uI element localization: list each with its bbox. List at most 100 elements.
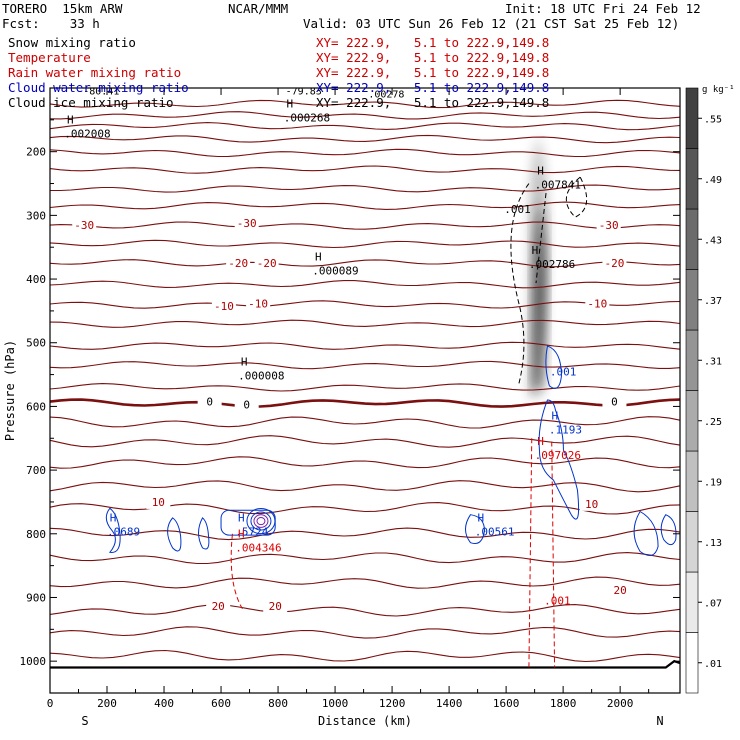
extremum-marker: H xyxy=(241,355,248,368)
isotherm-line xyxy=(49,626,681,639)
extremum-marker: H xyxy=(238,511,245,524)
isotherm-line xyxy=(49,148,681,158)
colorbar-tick-label: .37 xyxy=(704,296,722,307)
temperature-label: 10 xyxy=(585,498,598,511)
colorbar-segment xyxy=(685,511,699,573)
x-end-label-north: N xyxy=(656,714,663,728)
cloud-water-contour xyxy=(198,517,210,550)
isotherm-line xyxy=(49,416,681,429)
temperature-label: -20 xyxy=(257,257,277,270)
cloud-water-contour xyxy=(105,507,121,553)
isotherm-line xyxy=(49,576,681,589)
x-tick-label: 1000 xyxy=(322,697,349,710)
y-tick-label: 200 xyxy=(26,146,46,159)
temperature-label-bg xyxy=(197,395,222,409)
snow-contour xyxy=(565,176,588,218)
isotherm-line xyxy=(49,527,681,541)
extremum-value: .5724 xyxy=(235,525,268,538)
field-snow-label: Snow mixing ratio xyxy=(8,35,136,50)
top-partial-label: .00278 xyxy=(368,90,404,101)
field-temperature-label: Temperature xyxy=(8,50,91,65)
isotherm-line xyxy=(49,456,681,469)
y-tick-label: 500 xyxy=(26,337,46,350)
temperature-label-bg xyxy=(226,257,251,271)
plot-area: -30 -30 -30 -20 -20 -20 -10 -10 -10 0 0 0 10 10 20 20 20… xyxy=(3,86,681,728)
x-tick-label: 2000 xyxy=(607,697,634,710)
y-tick-label: 1000 xyxy=(20,655,47,668)
contour-label: .001 xyxy=(550,365,577,378)
colorbar-tick-label: .31 xyxy=(704,356,722,367)
snow-contour xyxy=(535,193,547,284)
isotherm-line xyxy=(49,221,681,230)
field-cloud-ice-label: Cloud ice mixing ratio xyxy=(8,95,174,110)
temperature-label: -20 xyxy=(228,257,248,270)
x-axis-title: Distance (km) xyxy=(318,714,412,728)
temperature-label: -30 xyxy=(74,219,94,232)
cloud-water-contour xyxy=(660,514,677,546)
temperature-label-bg xyxy=(146,495,171,509)
temperature-label-bg xyxy=(596,218,621,232)
init-time: Init: 18 UTC Fri 24 Feb 12 xyxy=(505,1,701,16)
colorbar-segment xyxy=(685,269,699,331)
extremum-value: .002008 xyxy=(64,127,110,140)
temperature-label-bg xyxy=(602,257,627,271)
temperature-label: -10 xyxy=(214,300,234,313)
forecast-hour: Fcst: 33 h xyxy=(2,16,100,31)
extremum-marker: H xyxy=(537,164,544,177)
isotherm-line xyxy=(49,201,681,210)
top-partial-label: -79.83 xyxy=(286,86,322,97)
colorbar-tick-label: .55 xyxy=(704,114,722,125)
rain-contour xyxy=(551,441,556,668)
extremum-value: .004346 xyxy=(235,541,281,554)
isotherm-line xyxy=(49,319,681,328)
temperature-label-bg xyxy=(263,599,288,613)
extremum-marker: H xyxy=(477,511,484,524)
surface-line xyxy=(50,659,681,669)
temperature-label: 20 xyxy=(614,584,627,597)
extremum-marker: H xyxy=(552,410,559,423)
isotherm-line xyxy=(49,360,681,370)
isotherm-line xyxy=(49,383,681,392)
isotherm-line xyxy=(49,649,681,663)
temperature-label-bg xyxy=(246,297,271,311)
temperature-label: 20 xyxy=(212,600,225,613)
field-snow-xy: XY= 222.9, 5.1 to 222.9,149.8 xyxy=(316,35,550,50)
colorbar-tick-label: .49 xyxy=(704,175,722,186)
x-tick-label: 1200 xyxy=(379,697,406,710)
isotherm-line xyxy=(50,184,681,193)
colorbar-segment xyxy=(685,632,699,694)
extremum-marker: H xyxy=(532,244,539,257)
y-tick-label: 900 xyxy=(26,591,46,604)
isotherm-line xyxy=(49,239,681,249)
temperature-label-bg xyxy=(234,398,259,412)
cloud-water-contour xyxy=(633,510,659,556)
x-tick-label: 400 xyxy=(154,697,174,710)
isotherm-line xyxy=(49,259,681,268)
temperature-label-bg xyxy=(254,257,279,271)
temperature-label: 0 xyxy=(206,395,213,408)
temperature-label-bg xyxy=(206,599,231,613)
isotherm-line xyxy=(49,111,681,120)
temperature-label-bg xyxy=(585,297,610,311)
top-partial-label: -80.41 xyxy=(83,86,119,97)
contour-label: .001 xyxy=(544,595,571,608)
extremum-marker: H xyxy=(537,435,544,448)
rain-contour xyxy=(528,438,533,668)
isotherm-0 xyxy=(49,398,681,408)
temperature-label-bg xyxy=(608,583,633,597)
cloud-water-contour xyxy=(256,516,266,526)
x-tick-label: 0 xyxy=(47,697,54,710)
colorbar: .01 .07 .13 .19 .25 .31 .37 .43 .49 .55 g kg⁻¹ xyxy=(685,85,735,694)
isotherm-line xyxy=(49,134,681,144)
valid-time: Valid: 03 UTC Sun 26 Feb 12 (21 CST Sat … xyxy=(303,16,680,31)
temperature-label: 0 xyxy=(611,395,618,408)
isotherm-line xyxy=(49,99,681,109)
colorbar-segment xyxy=(685,208,699,270)
rain-contour xyxy=(230,533,243,610)
isotherm-line xyxy=(49,341,681,350)
colorbar-tick-label: .07 xyxy=(704,598,722,609)
cloud-water-contour xyxy=(250,511,272,531)
isotherm-line xyxy=(49,435,681,448)
colorbar-segment xyxy=(685,329,699,391)
extremum-value: .000268 xyxy=(284,111,330,124)
